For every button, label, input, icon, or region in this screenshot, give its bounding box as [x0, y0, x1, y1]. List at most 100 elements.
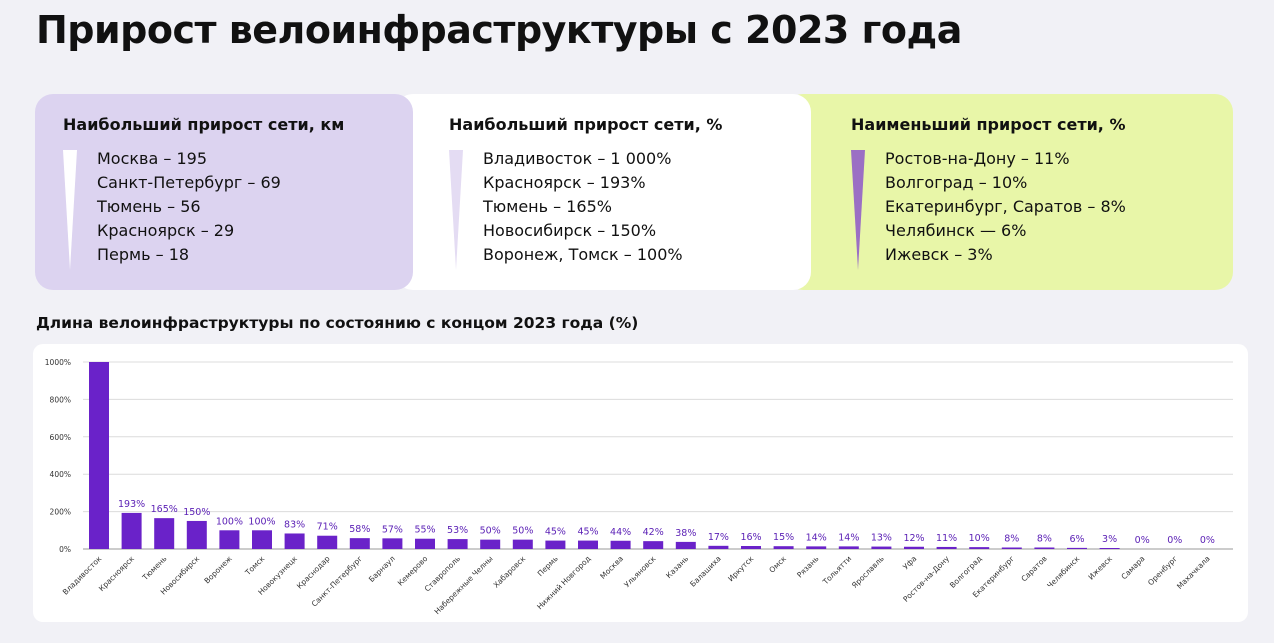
- list-item: Челябинск — 6%: [885, 221, 1027, 240]
- bar: [1034, 547, 1055, 549]
- bar: [871, 546, 892, 549]
- data-label: 193%: [118, 499, 145, 510]
- bar: [741, 546, 761, 549]
- data-label: 15%: [773, 532, 794, 543]
- bar: [186, 520, 207, 549]
- bar: [480, 539, 501, 549]
- list-item: Ростов-на-Дону – 11%: [885, 149, 1070, 168]
- bar: [643, 541, 664, 549]
- list-item: Воронеж, Томск – 100%: [483, 245, 683, 264]
- x-tick-label: Омск: [767, 554, 788, 575]
- x-tick-label: Тольятти: [820, 554, 853, 587]
- page-title: Прирост велоинфраструктуры с 2023 года: [36, 8, 962, 52]
- y-tick-label: 600%: [50, 433, 71, 442]
- data-label: 8%: [1004, 534, 1019, 545]
- list-item: Екатеринбург, Саратов – 8%: [885, 197, 1126, 216]
- y-tick-label: 200%: [50, 508, 71, 517]
- list-item: Новосибирск – 150%: [483, 221, 657, 240]
- x-tick-label: Тюмень: [140, 554, 169, 583]
- list-item: Москва – 195: [97, 149, 207, 168]
- wedge-icon: [449, 150, 463, 270]
- list-item: Тюмень – 165%: [483, 197, 612, 216]
- data-label: 50%: [480, 526, 501, 537]
- bar: [219, 530, 240, 549]
- x-tick-label: Оренбург: [1146, 554, 1179, 587]
- x-tick-label: Ижевск: [1086, 554, 1114, 582]
- data-label: 14%: [806, 532, 827, 543]
- data-label: 10%: [969, 533, 990, 544]
- bar: [1099, 548, 1120, 549]
- data-label: 17%: [708, 532, 729, 543]
- card-list: Ростов-на-Дону – 11% Волгоград – 10% Ека…: [885, 147, 1126, 267]
- x-tick-label: Балашиха: [688, 554, 723, 589]
- x-tick-label: Москва: [598, 554, 625, 581]
- x-tick-label: Ульяновск: [622, 554, 658, 590]
- bar: [317, 535, 338, 549]
- bar: [89, 362, 109, 549]
- data-label: 16%: [740, 532, 761, 543]
- list-item: Владивосток – 1 000%: [483, 149, 672, 168]
- data-label: 0%: [1135, 535, 1150, 546]
- data-label: 42%: [643, 527, 664, 538]
- bar: [512, 539, 533, 549]
- x-tick-label: Саратов: [1019, 554, 1048, 583]
- bar: [838, 546, 859, 549]
- card-title: Наибольший прирост сети, км: [63, 115, 345, 134]
- data-label: 165%: [151, 504, 178, 515]
- bar: [252, 530, 272, 549]
- data-label: 14%: [838, 532, 859, 543]
- x-tick-label: Воронеж: [202, 554, 234, 586]
- data-label: 57%: [382, 524, 403, 535]
- data-label: 100%: [216, 516, 243, 527]
- x-tick-label: Набережные Челны: [433, 554, 495, 616]
- x-tick-label: Казань: [664, 554, 690, 580]
- data-label: 3%: [1102, 534, 1117, 545]
- data-label: 55%: [414, 525, 435, 536]
- card-largest-km: Наибольший прирост сети, км Москва – 195…: [35, 94, 413, 290]
- data-label: 38%: [675, 528, 696, 539]
- bar: [578, 540, 598, 549]
- x-tick-label: Томск: [243, 554, 267, 578]
- x-tick-label: Пермь: [536, 554, 560, 578]
- wedge-icon: [851, 150, 865, 270]
- bar: [1001, 547, 1022, 549]
- bar: [447, 539, 468, 549]
- bar: [806, 546, 827, 549]
- bar: [121, 512, 142, 549]
- x-tick-label: Рязань: [795, 554, 820, 579]
- data-label: 0%: [1200, 535, 1215, 546]
- x-tick-label: Челябинск: [1045, 554, 1081, 590]
- bar: [382, 538, 403, 549]
- summary-cards: Наибольший прирост сети, км Москва – 195…: [35, 94, 1233, 290]
- bar: [1067, 547, 1087, 549]
- list-item: Пермь – 18: [97, 245, 190, 264]
- data-label: 11%: [936, 533, 957, 544]
- x-tick-label: Кемерово: [396, 554, 430, 588]
- bar: [545, 540, 566, 549]
- data-label: 53%: [447, 525, 468, 536]
- data-label: 8%: [1037, 534, 1052, 545]
- y-tick-label: 0%: [59, 545, 71, 554]
- bar: [284, 533, 305, 549]
- bar: [773, 546, 794, 549]
- list-item: Тюмень – 56: [97, 197, 201, 216]
- chart-title: Длина велоинфраструктуры по состоянию с …: [36, 314, 639, 332]
- data-label: 0%: [1167, 535, 1182, 546]
- list-item: Санкт-Петербург – 69: [97, 173, 281, 192]
- data-label: 45%: [577, 527, 598, 538]
- bar: [904, 546, 924, 549]
- bar: [610, 540, 631, 549]
- y-tick-label: 1000%: [45, 358, 71, 367]
- bar: [349, 538, 370, 549]
- chart-panel: 0% 200% 400% 600% 800% 1000% Владивосток 193% Кр…: [33, 344, 1248, 622]
- bar: [969, 547, 990, 549]
- list-item: Красноярск – 193%: [483, 173, 646, 192]
- data-label: 6%: [1069, 534, 1084, 545]
- x-tick-label: Красноярск: [97, 554, 136, 593]
- data-label: 13%: [871, 533, 892, 544]
- x-tick-label: Уфа: [901, 554, 918, 571]
- list-item: Волгоград – 10%: [885, 173, 1028, 192]
- data-label: 50%: [512, 526, 533, 537]
- y-tick-label: 800%: [50, 395, 71, 404]
- x-tick-label: Иркутск: [726, 554, 756, 584]
